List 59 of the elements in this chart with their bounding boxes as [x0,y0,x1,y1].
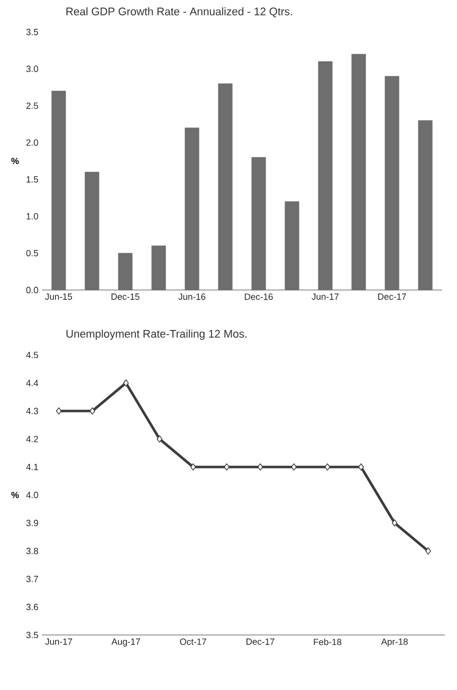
chart-title: Unemployment Rate-Trailing 12 Mos. [66,330,246,340]
y-tick-label: 0.5 [26,250,38,256]
chart-title: Real GDP Growth Rate - Annualized - 12 Qtrs. [66,7,292,18]
x-tick-label: Dec-17 [246,638,274,645]
y-tick-label: 4.1 [26,464,38,470]
y-tick-label: 0.0 [26,286,38,294]
bar [218,83,233,290]
point [224,463,230,471]
y-tick-label: 3.6 [26,604,38,610]
x-tick-label: Dec-16 [244,294,273,300]
bar [84,172,100,290]
bar [118,252,133,290]
point [425,547,431,555]
y-tick-label: 3.8 [26,548,38,554]
point [324,463,330,471]
bar [351,54,366,290]
point [392,519,398,527]
point [156,435,162,443]
x-tick-label: Jun-15 [45,294,72,300]
x-tick-label: Dec-15 [112,294,140,300]
y-tick-label: 4.4 [26,380,38,386]
y-axis-title: % [11,158,19,164]
point [358,463,364,471]
point [56,407,62,415]
x-tick-label: Oct-17 [180,638,206,645]
y-tick-label: 1.5 [26,176,38,183]
y-tick-label: 3.0 [26,66,38,72]
bar [284,201,300,290]
y-tick-label: 4.2 [26,436,38,442]
y-tick-label: 2.0 [26,139,38,146]
point [123,379,129,387]
bar [418,120,433,290]
x-tick-label: Aug-17 [111,638,140,647]
x-tick-label: Apr-18 [381,638,408,647]
point [257,463,264,471]
bar [318,61,333,290]
bar [251,157,266,290]
y-tick-label: 3.7 [26,576,38,582]
y-tick-label: 3.9 [26,520,38,526]
bar [151,246,166,290]
x-tick-label: Jun-17 [45,638,72,645]
bar [51,90,66,290]
bar [384,76,400,290]
x-tick-label: Jun-16 [178,294,206,300]
x-tick-label: Jun-17 [312,294,339,300]
y-tick-label: 3.5 [26,28,38,36]
y-tick-label: 1.0 [26,213,38,220]
y-tick-label: 4.3 [26,408,38,414]
point [190,463,196,471]
y-axis-title: % [11,492,19,498]
point [291,463,297,471]
x-tick-label: Dec-17 [378,294,406,300]
y-tick-label: 3.5 [26,632,38,638]
bar [184,128,200,290]
y-tick-label: 2.5 [26,102,38,109]
point [90,407,96,415]
y-tick-label: 4.0 [26,492,38,498]
y-tick-label: 4.5 [26,352,38,358]
x-tick-label: Feb-18 [314,638,342,646]
